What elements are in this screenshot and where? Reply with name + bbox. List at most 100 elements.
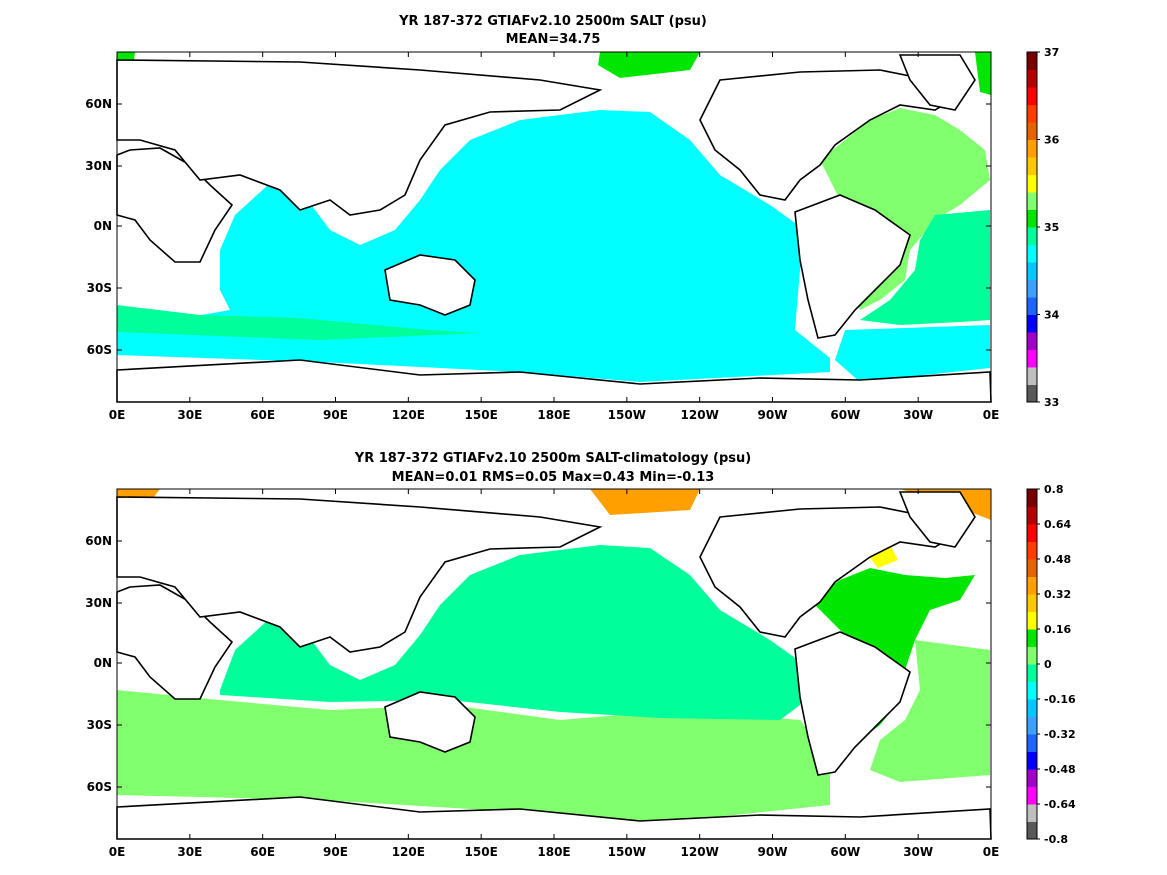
colorbar-segment	[1027, 699, 1037, 717]
panel1-south-atlantic-field	[860, 210, 990, 325]
panel2-map	[116, 488, 992, 840]
x-tick-label: 60W	[830, 408, 860, 422]
x-tick-label: 90W	[758, 845, 788, 859]
x-tick-label: 180E	[537, 845, 570, 859]
panel2-land-eurasia	[116, 496, 603, 653]
colorbar-segment	[1027, 769, 1037, 787]
x-tick-label: 0E	[109, 408, 126, 422]
colorbar-segment	[1027, 629, 1037, 647]
panel1-land	[116, 54, 992, 403]
colorbar-segment	[1027, 541, 1037, 560]
colorbar-segment	[1027, 157, 1037, 175]
colorbar-segment	[1027, 559, 1037, 577]
colorbar-segment	[1027, 87, 1037, 105]
colorbar-segment	[1027, 524, 1037, 542]
x-tick-label: 120E	[392, 408, 425, 422]
colorbar-label: 34	[1044, 309, 1060, 322]
panel1-southern-band-field	[117, 305, 480, 340]
y-tick-label: 30N	[85, 596, 112, 610]
colorbar-label: -0.16	[1044, 693, 1076, 706]
panel2-land-africa-east	[116, 584, 234, 700]
panel1-colorbar: 37 36 35 34 33	[1026, 46, 1060, 409]
colorbar-segment	[1027, 804, 1037, 822]
colorbar-segment	[1027, 384, 1037, 403]
y-tick-label: 60N	[85, 97, 112, 111]
colorbar-label: 37	[1044, 46, 1059, 59]
colorbar-segment	[1027, 244, 1037, 263]
panel1-arctic-field-east	[975, 52, 991, 95]
y-tick-label: 0N	[94, 219, 112, 233]
colorbar-segment	[1027, 716, 1037, 735]
x-tick-label: 120W	[681, 408, 719, 422]
x-tick-label: 90E	[323, 845, 348, 859]
colorbar-label: 0.16	[1044, 623, 1071, 636]
y-tick-label: 60S	[87, 343, 112, 357]
colorbar-segment	[1027, 646, 1037, 665]
x-tick-label: 30E	[177, 845, 202, 859]
colorbar-label: 33	[1044, 396, 1059, 409]
x-tick-label: 60E	[250, 845, 275, 859]
colorbar-segment	[1027, 594, 1037, 612]
colorbar-segment	[1027, 139, 1037, 158]
panel1-map	[116, 51, 992, 403]
colorbar-segment	[1027, 821, 1037, 840]
x-tick-label: 180E	[537, 408, 570, 422]
y-tick-label: 60S	[87, 780, 112, 794]
panel2-y-axis: 60N 30N 0N 30S 60S	[85, 534, 991, 794]
panel2-atlantic-positive-field	[810, 568, 975, 740]
panel1-land-australia	[384, 254, 476, 316]
panel1-y-axis: 60N 30N 0N 30S 60S	[85, 97, 991, 357]
colorbar-label: 0	[1044, 658, 1052, 671]
x-tick-label: 120W	[681, 845, 719, 859]
colorbar-segment	[1027, 489, 1037, 507]
panel1-subtitle: MEAN=34.75	[506, 32, 601, 47]
y-tick-label: 60N	[85, 534, 112, 548]
colorbar-label: 0.8	[1044, 483, 1064, 496]
x-tick-label: 150W	[608, 408, 646, 422]
panel2-x-axis: 0E 30E 60E 90E 120E 150E 180E 150W 120W 90W 60W 30W…	[109, 489, 999, 859]
x-tick-label: 0E	[983, 408, 1000, 422]
y-tick-label: 0N	[94, 656, 112, 670]
colorbar-segment	[1027, 209, 1037, 228]
colorbar-label: 36	[1044, 134, 1060, 147]
colorbar-segment	[1027, 751, 1037, 770]
x-tick-label: 90W	[758, 408, 788, 422]
panel2-land-south-america	[794, 631, 911, 776]
colorbar-segment	[1027, 786, 1037, 805]
colorbar-segment	[1027, 332, 1037, 350]
panel2-pacific-field	[220, 545, 805, 720]
colorbar-segment	[1027, 174, 1037, 193]
colorbar-label: -0.32	[1044, 728, 1076, 741]
panel1-pacific-indian-field	[117, 110, 830, 382]
x-tick-label: 30E	[177, 408, 202, 422]
panel1-arctic-field	[598, 52, 700, 78]
panel-salinity: YR 187-372 GTIAFv2.10 2500m SALT (psu) M…	[85, 14, 1059, 422]
colorbar-segment	[1027, 664, 1037, 682]
panel1-land-greenland	[898, 54, 976, 111]
x-tick-label: 0E	[109, 845, 126, 859]
colorbar-segment	[1027, 192, 1037, 210]
x-tick-label: 120E	[392, 845, 425, 859]
y-tick-label: 30N	[85, 159, 112, 173]
x-tick-label: 30W	[903, 408, 933, 422]
x-tick-label: 60W	[830, 845, 860, 859]
panel1-land-eurasia	[116, 59, 603, 216]
panel1-southern-atlantic-cyan	[835, 325, 990, 382]
panel2-south-atlantic-field	[870, 640, 990, 782]
colorbar-label: 35	[1044, 221, 1059, 234]
x-tick-label: 90E	[323, 408, 348, 422]
colorbar-label: -0.8	[1044, 833, 1068, 846]
panel2-land-australia	[384, 691, 476, 753]
colorbar-label: 0.48	[1044, 553, 1071, 566]
panel1-land-south-america	[794, 194, 911, 339]
panel2-arctic-orange	[590, 489, 700, 515]
panel2-subtitle: MEAN=0.01 RMS=0.05 Max=0.43 Min=-0.13	[392, 470, 715, 485]
x-tick-label: 150W	[608, 845, 646, 859]
colorbar-segment	[1027, 69, 1037, 88]
panel2-arctic-orange-east	[900, 489, 991, 520]
panel1-land-africa-east	[116, 147, 234, 263]
x-tick-label: 150E	[465, 845, 498, 859]
colorbar-segment	[1027, 122, 1037, 140]
panel2-land-greenland	[898, 491, 976, 548]
